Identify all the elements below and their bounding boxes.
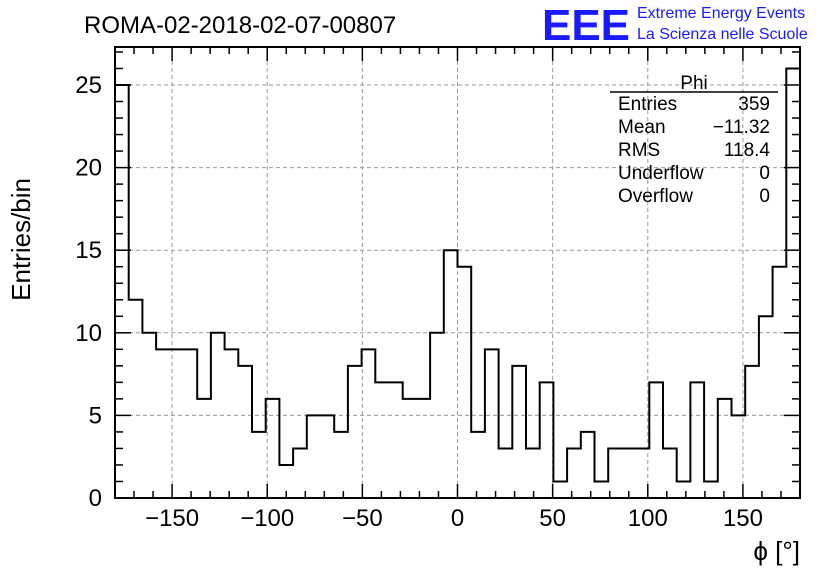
eee-logo: EEE Extreme Energy Events La Scienza nel… [542, 1, 808, 50]
stat-value-underflow: 0 [759, 163, 770, 184]
x-tick-label: 50 [539, 505, 566, 532]
stat-value-overflow: 0 [759, 186, 770, 207]
y-axis-title: Entries/bin [6, 178, 36, 301]
stat-label-overflow: Overflow [618, 186, 693, 207]
histogram-series [114, 67, 801, 498]
chart-title: ROMA-02-2018-02-07-00807 [84, 12, 396, 39]
logo-line-1: Extreme Energy Events [637, 5, 805, 22]
x-tick-label: −150 [145, 505, 199, 532]
x-tick-label: 150 [723, 505, 763, 532]
plot-frame [114, 46, 801, 499]
x-axis-title: ϕ [°] [753, 536, 800, 566]
y-tick-label: 0 [89, 485, 102, 512]
logo-line-2: La Scienza nelle Scuole [637, 26, 808, 43]
x-tick-label: −50 [342, 505, 383, 532]
y-tick-label: 20 [75, 155, 102, 182]
axis-ticks [115, 47, 800, 498]
stat-value-entries: 359 [738, 94, 770, 115]
stat-label-entries: Entries [618, 94, 677, 115]
y-tick-label: 10 [75, 320, 102, 347]
stat-label-rms: RMS [618, 140, 660, 161]
x-tick-label: 100 [628, 505, 668, 532]
x-tick-labels: −150 −100 −50 0 50 100 150 [145, 505, 763, 532]
stat-value-rms: 118.4 [724, 140, 771, 161]
y-tick-label: 15 [75, 237, 102, 264]
stats-box-name: Phi [680, 73, 707, 94]
stats-box: Phi Entries 359 Mean −11.32 RMS 118.4 Un… [610, 73, 778, 207]
y-tick-labels: 0 5 10 15 20 25 [75, 72, 102, 512]
x-tick-label: 0 [451, 505, 464, 532]
y-tick-label: 5 [89, 402, 102, 429]
stat-label-mean: Mean [618, 117, 666, 138]
eee-logo-mark: EEE [542, 1, 630, 50]
x-tick-label: −100 [240, 505, 294, 532]
stat-label-underflow: Underflow [618, 163, 704, 184]
grid-lines [115, 47, 800, 498]
y-tick-label: 25 [75, 72, 102, 99]
stat-value-mean: −11.32 [713, 117, 770, 138]
